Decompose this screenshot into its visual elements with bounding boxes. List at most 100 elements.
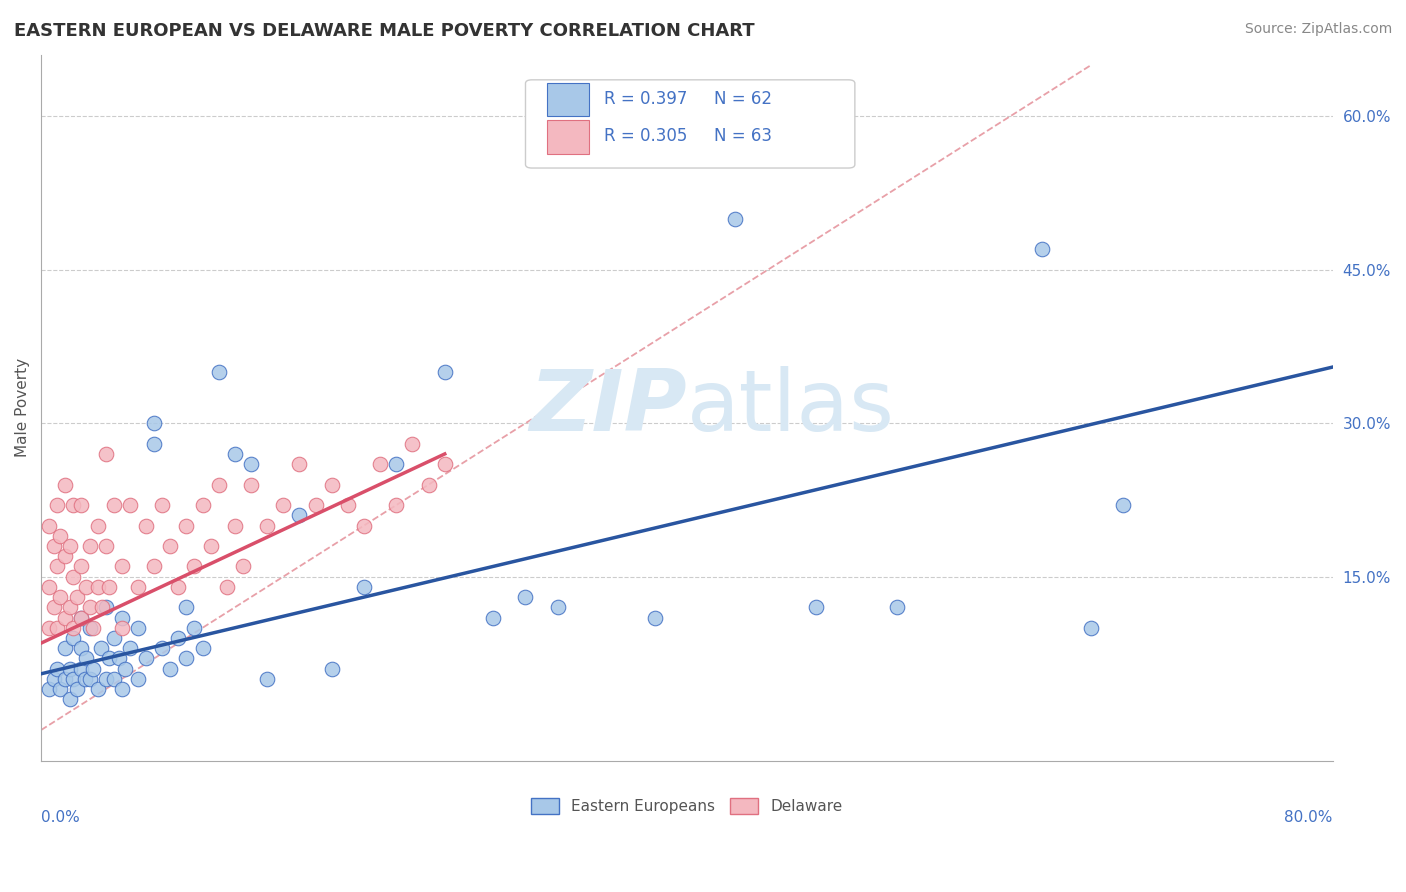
Point [79, 621, 101, 635]
Point [62, 672, 84, 686]
Point [70, 610, 93, 624]
Text: Source: ZipAtlas.com: Source: ZipAtlas.com [1244, 22, 1392, 37]
Point [118, 641, 141, 656]
Point [42, 539, 65, 553]
Point [53, 672, 76, 686]
Point [288, 508, 311, 523]
Point [103, 672, 125, 686]
Point [66, 682, 89, 697]
Point [38, 518, 60, 533]
Point [143, 559, 166, 574]
Point [482, 610, 505, 624]
Point [53, 477, 76, 491]
Point [94, 600, 117, 615]
Point [401, 436, 423, 450]
Point [59, 600, 82, 615]
Text: N = 62: N = 62 [714, 90, 772, 108]
Point [135, 651, 157, 665]
Point [288, 457, 311, 471]
Point [208, 477, 231, 491]
Point [62, 631, 84, 645]
Point [73, 672, 96, 686]
Point [176, 651, 198, 665]
Point [385, 457, 408, 471]
Point [224, 447, 246, 461]
Point [547, 600, 569, 615]
Point [79, 539, 101, 553]
Point [97, 651, 120, 665]
Point [53, 641, 76, 656]
Point [62, 498, 84, 512]
Bar [547, 83, 589, 116]
Point [159, 662, 181, 676]
Point [127, 580, 149, 594]
Point [176, 518, 198, 533]
Point [49, 590, 72, 604]
Point [97, 580, 120, 594]
Point [90, 641, 112, 656]
Point [42, 600, 65, 615]
Point [804, 600, 827, 615]
FancyBboxPatch shape [526, 80, 855, 168]
Point [353, 580, 375, 594]
Point [143, 417, 166, 431]
Point [82, 621, 104, 635]
Point [183, 559, 205, 574]
Point [111, 610, 134, 624]
Point [38, 682, 60, 697]
Point [82, 662, 104, 676]
Point [62, 569, 84, 583]
Point [321, 662, 343, 676]
Point [135, 518, 157, 533]
Point [200, 539, 222, 553]
Point [1031, 243, 1053, 257]
Point [159, 539, 181, 553]
Text: ZIP: ZIP [529, 367, 688, 450]
Point [38, 580, 60, 594]
Point [38, 621, 60, 635]
Point [208, 365, 231, 379]
Point [724, 211, 747, 226]
Point [433, 365, 456, 379]
Text: EASTERN EUROPEAN VS DELAWARE MALE POVERTY CORRELATION CHART: EASTERN EUROPEAN VS DELAWARE MALE POVERT… [14, 22, 755, 40]
Point [86, 682, 108, 697]
Point [94, 447, 117, 461]
Text: N = 63: N = 63 [714, 127, 772, 145]
Point [107, 651, 129, 665]
Point [70, 641, 93, 656]
Point [127, 672, 149, 686]
Point [150, 641, 173, 656]
Point [176, 600, 198, 615]
Point [46, 559, 69, 574]
Point [256, 672, 278, 686]
Point [353, 518, 375, 533]
Point [70, 662, 93, 676]
Point [183, 621, 205, 635]
Text: 0.0%: 0.0% [41, 810, 80, 825]
Point [368, 457, 391, 471]
Point [66, 590, 89, 604]
Point [886, 600, 908, 615]
Y-axis label: Male Poverty: Male Poverty [15, 359, 30, 458]
Point [70, 498, 93, 512]
Point [59, 539, 82, 553]
Bar [547, 120, 589, 153]
Point [515, 590, 537, 604]
Point [215, 580, 238, 594]
Point [42, 672, 65, 686]
Point [59, 692, 82, 706]
Point [240, 457, 263, 471]
Point [433, 457, 456, 471]
Point [111, 559, 134, 574]
Point [256, 518, 278, 533]
Point [86, 580, 108, 594]
Point [118, 498, 141, 512]
Point [53, 549, 76, 564]
Point [1112, 498, 1135, 512]
Point [1080, 621, 1102, 635]
Point [167, 631, 190, 645]
Point [46, 662, 69, 676]
Point [86, 518, 108, 533]
Point [79, 672, 101, 686]
Point [304, 498, 326, 512]
